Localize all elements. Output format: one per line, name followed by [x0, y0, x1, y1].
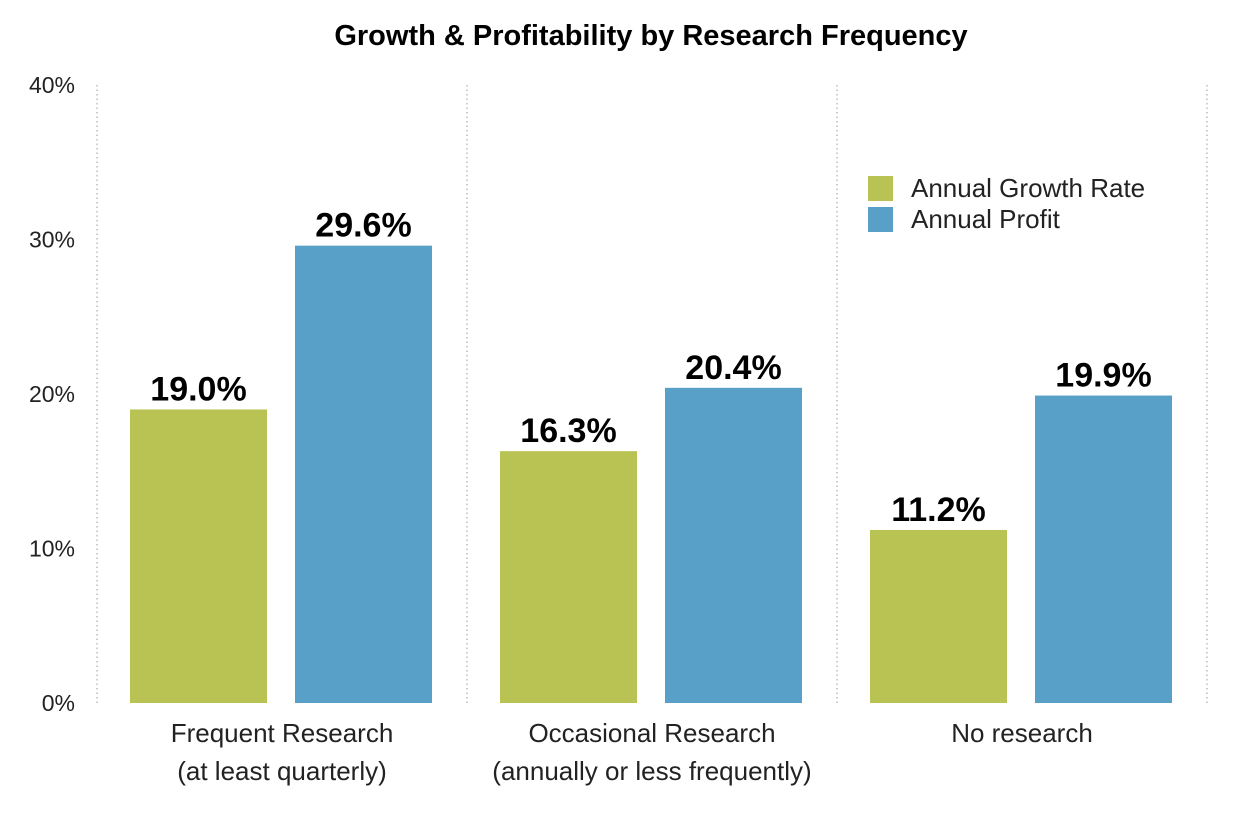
bars	[130, 245, 1172, 703]
x-axis-labels: Frequent Research (at least quarterly) Occ…	[171, 718, 1093, 786]
x-category-label-1-line-0: Occasional Research	[528, 718, 775, 748]
value-label-profit-1: 20.4%	[685, 349, 781, 387]
value-label-growth-1: 16.3%	[520, 412, 616, 450]
x-category-label-2-line-0: No research	[951, 718, 1093, 748]
y-tick-label-1: 10%	[29, 536, 75, 562]
bar-growth-0	[130, 409, 267, 703]
x-category-label-1-line-1: (annually or less frequently)	[492, 756, 811, 786]
legend-label-0: Annual Growth Rate	[911, 173, 1145, 203]
value-label-growth-2: 11.2%	[891, 491, 986, 529]
value-label-profit-2: 19.9%	[1055, 357, 1151, 395]
x-category-label-0-line-0: Frequent Research	[171, 718, 394, 748]
y-tick-label-3: 30%	[29, 227, 75, 253]
y-axis-ticks: 0% 10% 20% 30% 40%	[29, 72, 75, 716]
legend-label-1: Annual Profit	[911, 204, 1061, 234]
value-label-profit-0: 29.6%	[315, 207, 411, 245]
y-tick-label-2: 20%	[29, 381, 75, 407]
legend-swatch-0	[868, 176, 893, 201]
value-labels: 19.0% 16.3% 11.2% 29.6% 20.4% 19.9%	[150, 207, 1151, 529]
y-tick-label-4: 40%	[29, 72, 75, 98]
chart-title: Growth & Profitability by Research Frequ…	[334, 20, 967, 52]
bar-growth-1	[500, 451, 637, 703]
bar-profit-1	[665, 387, 802, 703]
bar-profit-0	[295, 245, 432, 703]
bar-growth-2	[870, 529, 1007, 703]
y-tick-label-0: 0%	[42, 690, 75, 716]
x-category-label-0-line-1: (at least quarterly)	[177, 756, 387, 786]
bar-profit-2	[1035, 395, 1172, 703]
legend-swatch-1	[868, 207, 893, 232]
value-label-growth-0: 19.0%	[150, 370, 246, 408]
